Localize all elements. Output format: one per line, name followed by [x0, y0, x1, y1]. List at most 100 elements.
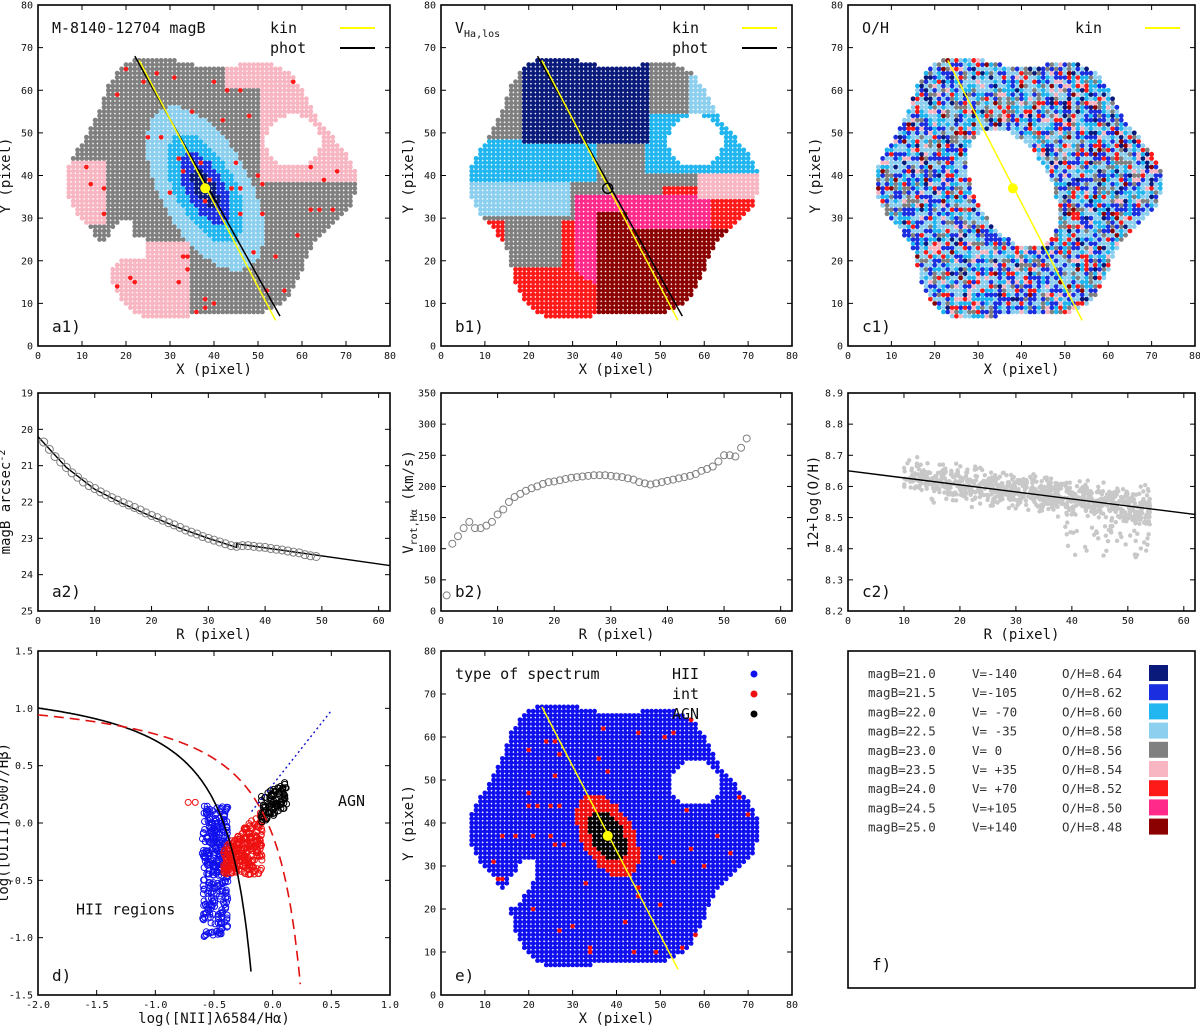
- map-point: [736, 215, 742, 221]
- map-point: [688, 181, 694, 187]
- map-point: [97, 190, 102, 195]
- map-point: [561, 215, 567, 221]
- map-point: [644, 215, 650, 221]
- map-point: [194, 300, 199, 306]
- map-point: [273, 279, 278, 285]
- map-point: [491, 207, 497, 213]
- map-point: [592, 300, 597, 306]
- map-point: [552, 168, 558, 174]
- map-point: [282, 215, 287, 221]
- map-point: [198, 266, 204, 272]
- map-point: [216, 237, 221, 242]
- map-point: [202, 237, 208, 242]
- map-point: [198, 151, 204, 157]
- map-point: [552, 232, 558, 238]
- map-point: [194, 288, 199, 293]
- map-point: [110, 126, 116, 132]
- map-point: [207, 305, 213, 311]
- map-point: [167, 266, 173, 272]
- map-point: [145, 130, 151, 136]
- map-point: [715, 202, 720, 208]
- map-point: [194, 207, 199, 213]
- map-point: [216, 279, 221, 285]
- map-point: [110, 160, 116, 166]
- map-point: [308, 194, 314, 200]
- map-point: [246, 211, 252, 217]
- map-point: [189, 241, 195, 247]
- map-point: [114, 100, 120, 106]
- map-point: [141, 279, 147, 285]
- map-point: [255, 207, 261, 213]
- map-point: [141, 190, 147, 195]
- map-point: [251, 211, 256, 217]
- map-point: [491, 185, 497, 191]
- map-point: [238, 70, 243, 76]
- map-point: [618, 156, 624, 161]
- map-point: [229, 113, 235, 119]
- map-point: [145, 228, 151, 234]
- map-point: [605, 292, 611, 298]
- map-point: [207, 300, 213, 306]
- map-point: [150, 173, 155, 178]
- map-point: [286, 219, 292, 225]
- map-point: [570, 181, 576, 187]
- map-point: [216, 109, 221, 114]
- map-point: [574, 151, 580, 157]
- map-point: [106, 130, 111, 136]
- map-point: [662, 305, 668, 311]
- map-point: [154, 139, 160, 144]
- map-point: [517, 181, 523, 187]
- map-point: [66, 194, 72, 200]
- map-point: [290, 283, 296, 289]
- map-point: [579, 198, 584, 204]
- map-point: [526, 173, 532, 178]
- map-point: [565, 296, 571, 302]
- map-point: [649, 160, 654, 166]
- map-point: [127, 92, 133, 97]
- map-point: [207, 258, 213, 264]
- map-point: [127, 160, 133, 166]
- map-point: [216, 156, 221, 161]
- map-point: [114, 121, 120, 127]
- map-point: [500, 156, 505, 161]
- map-point: [251, 254, 256, 259]
- map-point: [198, 75, 204, 80]
- map-point: [504, 219, 510, 225]
- map-point: [688, 237, 694, 242]
- map-point: [282, 92, 287, 97]
- map-point: [732, 198, 738, 204]
- map-point: [543, 215, 549, 221]
- map-point: [207, 254, 213, 259]
- map-point: [552, 283, 558, 289]
- map-point: [132, 160, 138, 166]
- map-point: [220, 117, 226, 123]
- map-point: [736, 177, 742, 183]
- map-point: [123, 288, 129, 293]
- map-point: [207, 92, 213, 97]
- map-point: [198, 126, 204, 132]
- map-point: [552, 292, 558, 298]
- map-point: [684, 194, 690, 200]
- map-point: [194, 181, 199, 187]
- x-tick-label: 70: [742, 351, 754, 362]
- map-point: [539, 258, 545, 264]
- map-point: [548, 160, 554, 166]
- map-point: [167, 96, 173, 102]
- map-point: [141, 109, 147, 114]
- map-point: [600, 160, 606, 166]
- map-point: [587, 249, 593, 255]
- map-point: [158, 173, 164, 178]
- map-point: [194, 198, 199, 204]
- map-point: [517, 228, 523, 234]
- map-point: [198, 237, 204, 242]
- map-point: [216, 245, 221, 251]
- map-point: [609, 224, 615, 230]
- map-point: [557, 237, 562, 242]
- map-point: [202, 292, 208, 298]
- map-point: [158, 181, 164, 187]
- map-point: [246, 66, 252, 72]
- map-point: [176, 66, 182, 72]
- map-point: [701, 177, 707, 183]
- map-point: [211, 296, 217, 302]
- map-point: [600, 228, 606, 234]
